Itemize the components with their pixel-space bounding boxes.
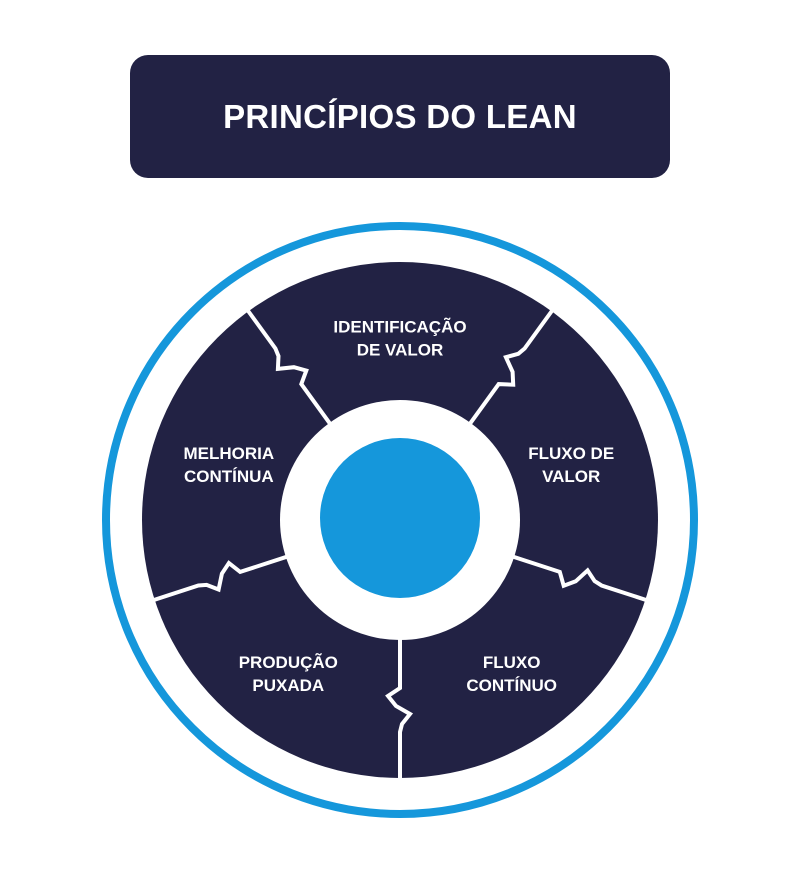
segment-label-line: FLUXO: [483, 653, 541, 672]
labels-layer: IDENTIFICAÇÃO DE VALOR FLUXO DE VALOR FLUXO C…: [183, 317, 614, 696]
page-title: PRINCÍPIOS DO LEAN: [223, 97, 577, 135]
outer-ring: [102, 222, 698, 818]
segment-label-producao-puxada: PRODUÇÃO PUXADA: [239, 652, 338, 695]
segment-label-line: FLUXO DE: [528, 444, 614, 463]
segment-dividers: [150, 306, 650, 782]
segment-label-line: PRODUÇÃO: [239, 652, 338, 672]
title-banner: PRINCÍPIOS DO LEAN: [130, 55, 670, 178]
segment-label-line: PUXADA: [252, 676, 324, 695]
center-circle: [320, 438, 480, 598]
segment-label-line: VALOR: [542, 467, 600, 486]
segment-label-line: MELHORIA: [183, 444, 274, 463]
segment-label-identificacao: IDENTIFICAÇÃO DE VALOR: [333, 317, 466, 360]
segment-label-line: IDENTIFICAÇÃO: [333, 317, 466, 337]
segment-label-fluxo-de-valor: FLUXO DE VALOR: [528, 444, 614, 486]
segment-divider: [465, 306, 556, 429]
segment-label-line: DE VALOR: [357, 341, 444, 360]
segment-label-line: CONTÍNUO: [466, 676, 557, 695]
segment-divider: [507, 553, 650, 603]
segment-label-line: CONTÍNUA: [184, 467, 274, 486]
segment-label-melhoria-continua: MELHORIA CONTÍNUA: [183, 444, 274, 486]
segment-divider: [244, 306, 335, 429]
segment-divider: [385, 634, 414, 782]
segment-divider: [150, 553, 293, 603]
segment-label-fluxo-continuo: FLUXO CONTÍNUO: [466, 653, 557, 695]
